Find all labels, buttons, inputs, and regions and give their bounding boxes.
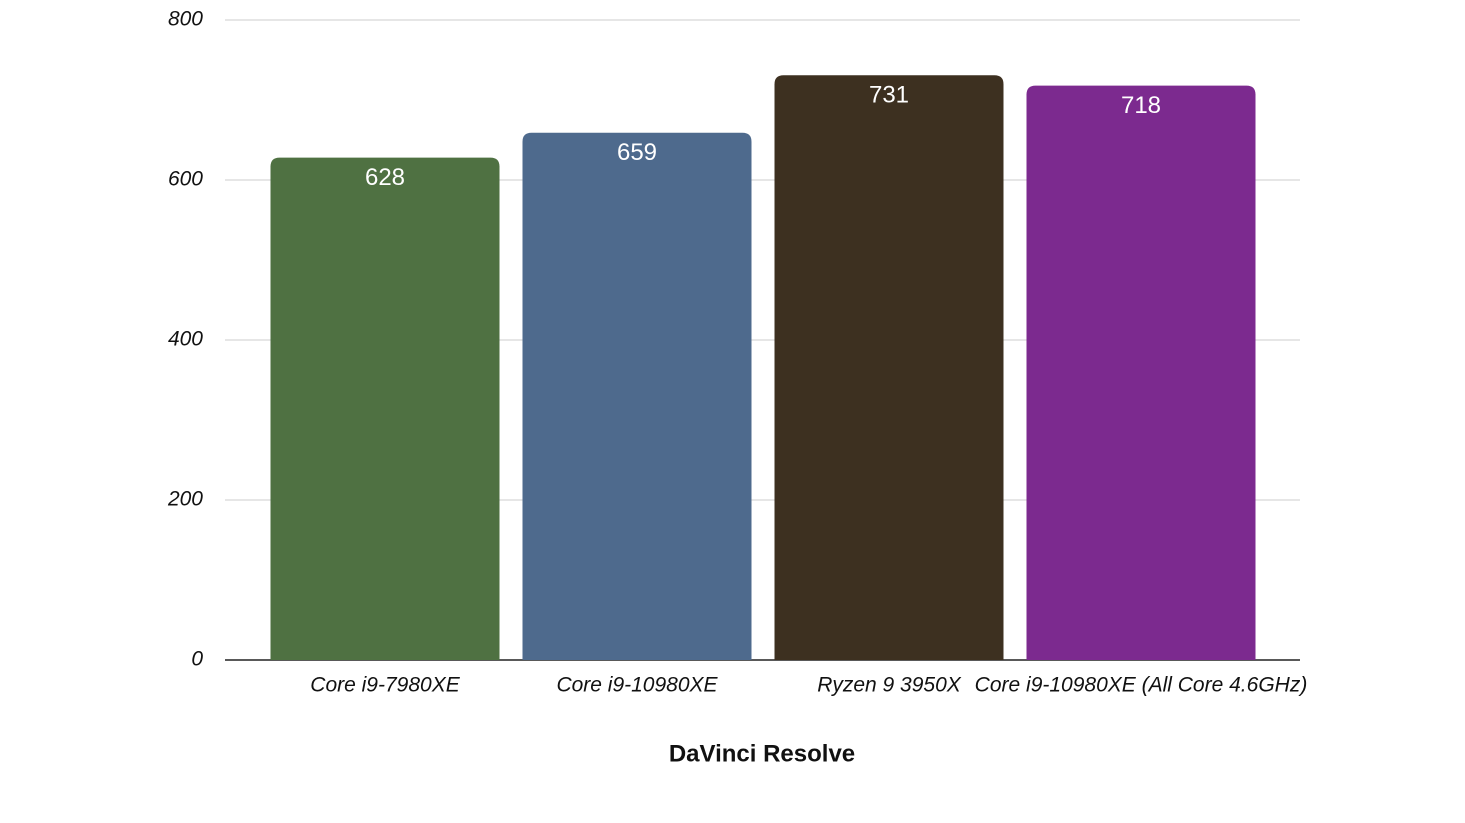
y-tick-label: 800 — [168, 8, 203, 31]
bar — [270, 157, 500, 660]
bar — [1026, 85, 1256, 661]
bar — [522, 132, 752, 661]
x-tick-label: Core i9-10980XE (All Core 4.6GHz) — [975, 674, 1308, 697]
value-label: 659 — [617, 139, 657, 166]
x-tick-label: Core i9-10980XE — [556, 674, 718, 697]
x-tick-label: Ryzen 9 3950X — [817, 674, 962, 697]
y-tick-label: 600 — [168, 168, 203, 191]
value-label: 628 — [365, 164, 405, 191]
x-axis-title: DaVinci Resolve — [669, 740, 855, 767]
value-label: 731 — [869, 82, 909, 109]
value-label: 718 — [1121, 92, 1161, 119]
x-tick-label: Core i9-7980XE — [310, 674, 460, 697]
y-tick-label: 0 — [191, 648, 203, 671]
bar — [774, 75, 1004, 660]
y-tick-label: 400 — [168, 328, 203, 351]
y-tick-label: 200 — [167, 488, 203, 511]
